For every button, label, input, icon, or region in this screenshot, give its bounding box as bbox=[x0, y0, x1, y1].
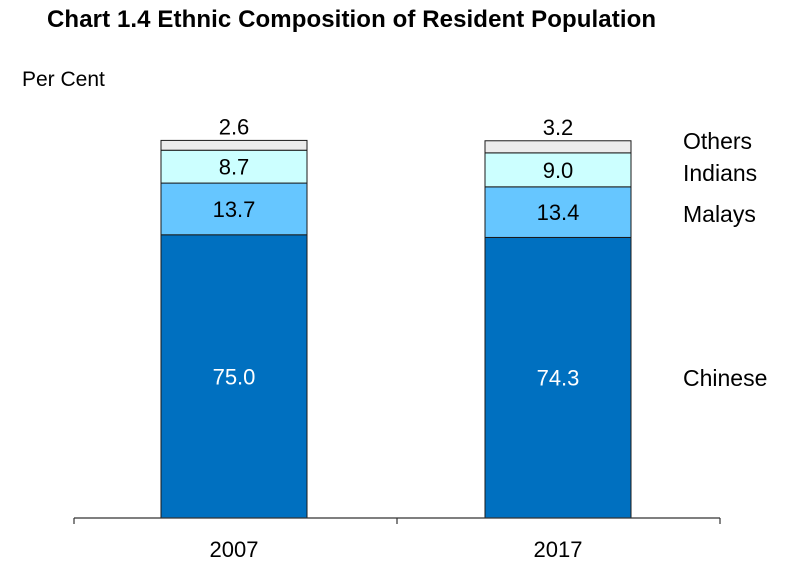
bar-segment-indians-2017 bbox=[484, 152, 632, 188]
data-label-others-2007: 2.6 bbox=[219, 114, 250, 139]
data-label-malays-2017: 13.4 bbox=[537, 200, 580, 225]
x-tick-label-2017: 2017 bbox=[534, 537, 583, 562]
data-label-chinese-2017: 74.3 bbox=[537, 366, 580, 391]
data-label-malays-2007: 13.7 bbox=[213, 197, 256, 222]
bar-segment-others-2017 bbox=[484, 140, 632, 154]
data-label-indians-2017: 9.0 bbox=[543, 158, 574, 183]
data-label-others-2017: 3.2 bbox=[543, 115, 574, 140]
data-label-chinese-2007: 75.0 bbox=[213, 364, 256, 389]
legend-label-indians: Indians bbox=[683, 160, 757, 186]
bar-segment-others-2007 bbox=[160, 139, 308, 151]
bar-segment-indians-2007 bbox=[160, 149, 308, 184]
y-axis-label: Per Cent bbox=[22, 68, 105, 91]
legend-label-malays: Malays bbox=[683, 201, 756, 227]
bar-segment-chinese-2007 bbox=[160, 234, 308, 519]
legend-label-others: Others bbox=[683, 128, 752, 154]
data-label-indians-2007: 8.7 bbox=[219, 155, 250, 180]
bar-segment-malays-2007 bbox=[160, 182, 308, 236]
bar-segment-malays-2017 bbox=[484, 186, 632, 238]
x-tick-label-2007: 2007 bbox=[210, 537, 259, 562]
chart-title: Chart 1.4 Ethnic Composition of Resident… bbox=[47, 6, 657, 33]
legend-label-chinese: Chinese bbox=[683, 365, 767, 391]
